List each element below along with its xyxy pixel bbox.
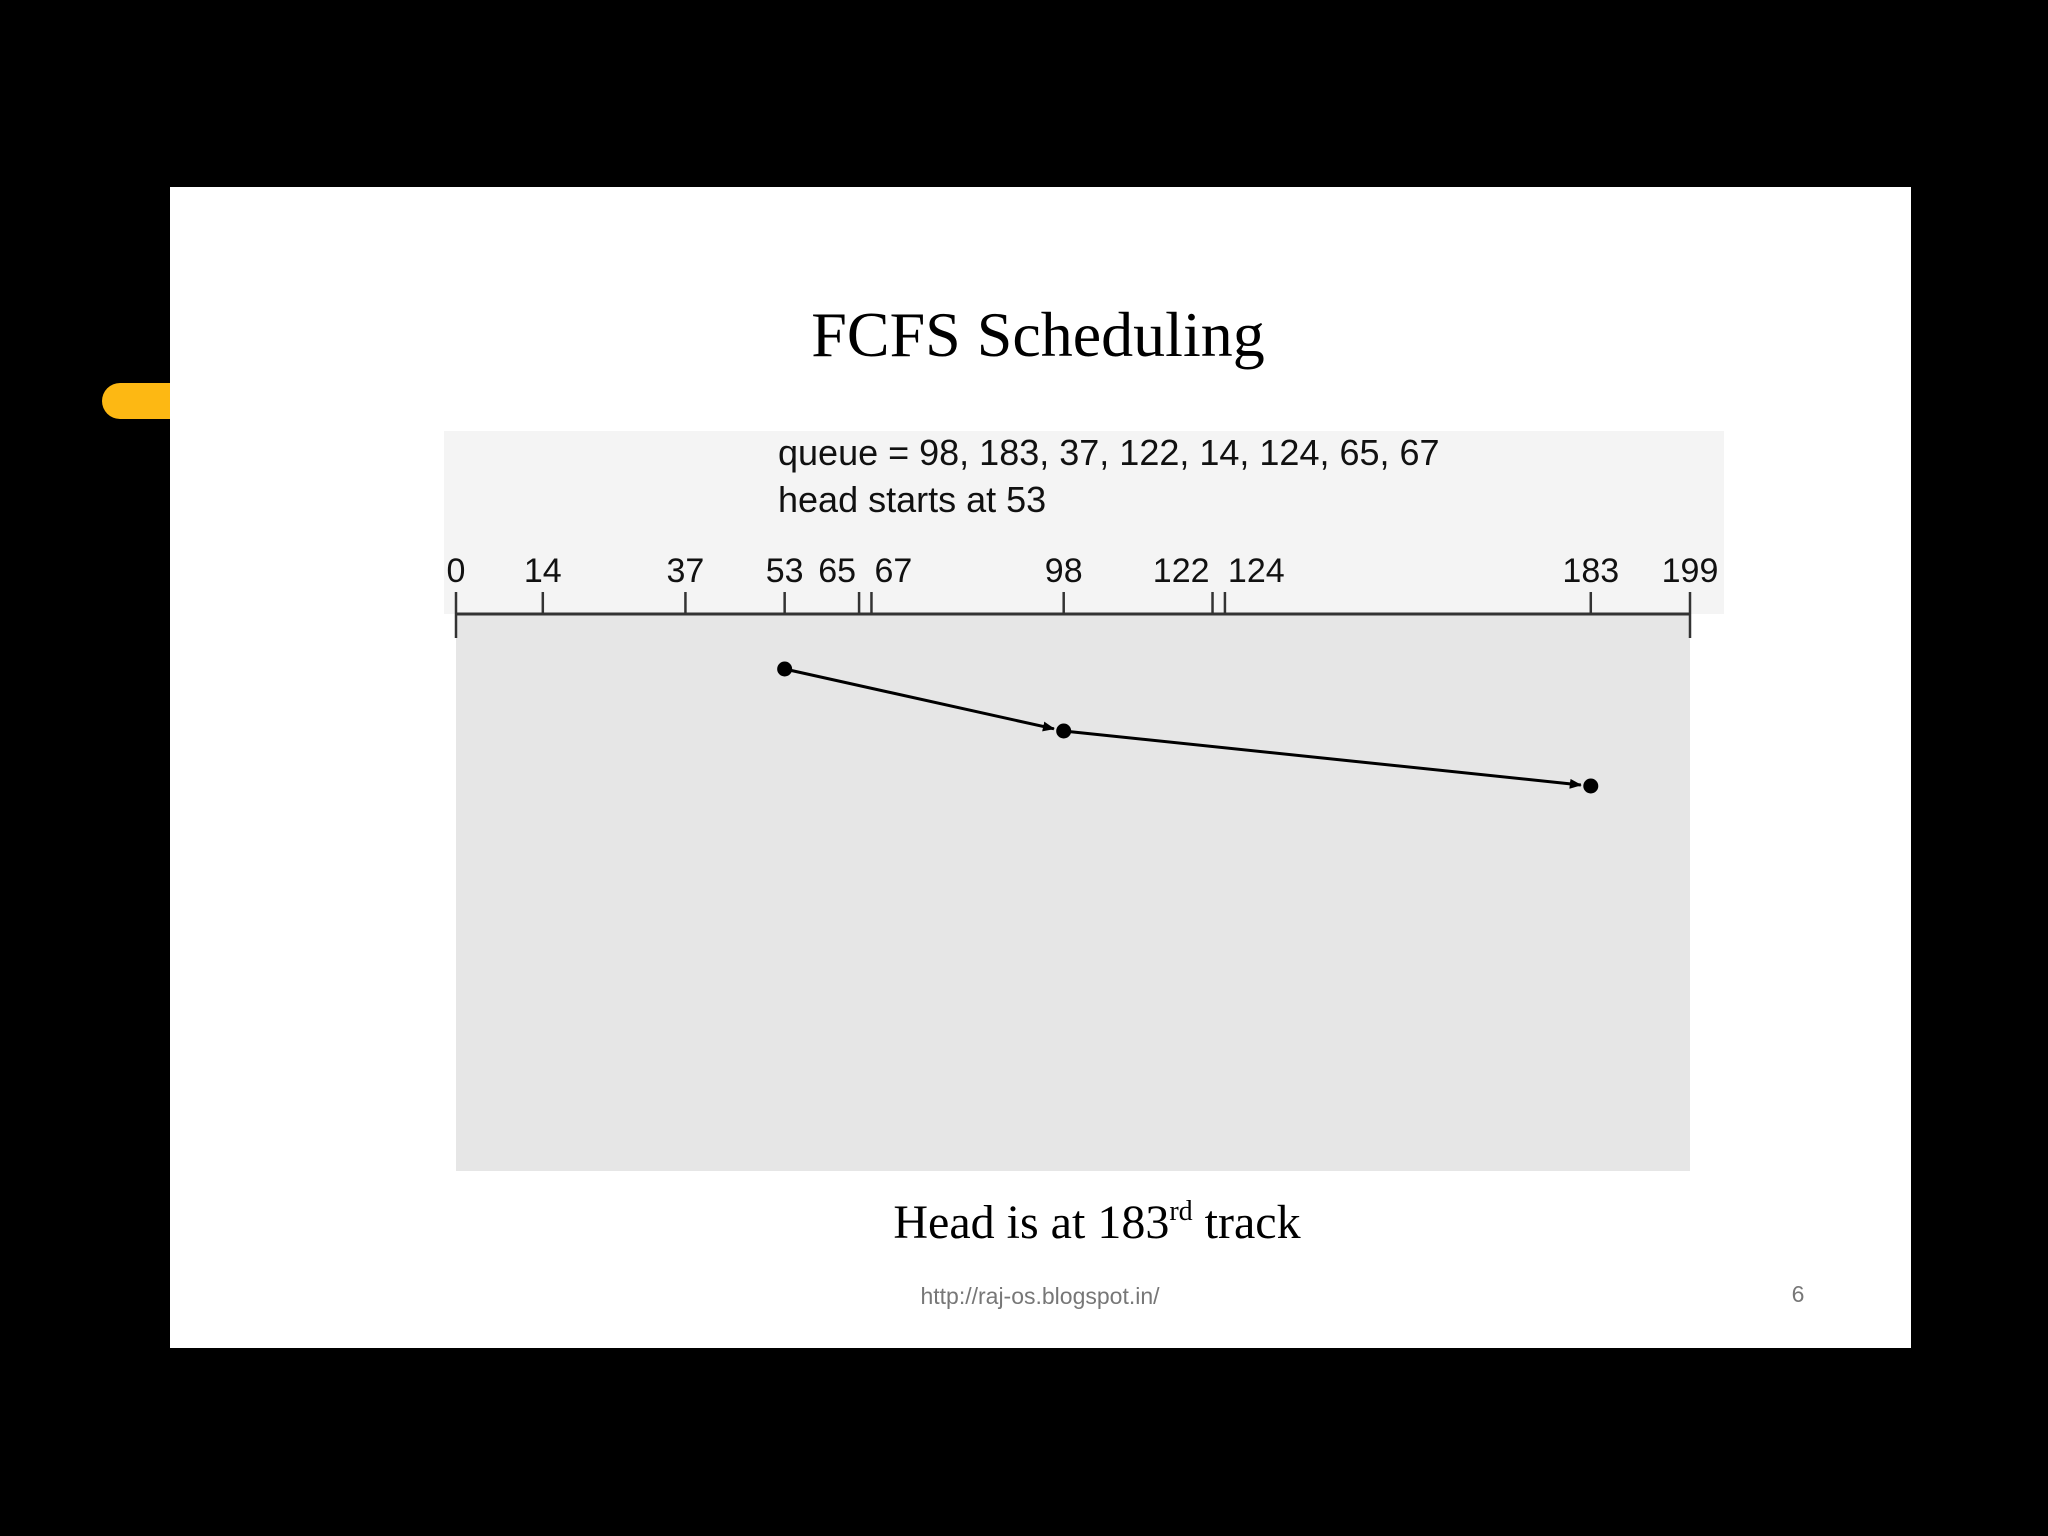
tick-label: 183: [1562, 552, 1619, 590]
tick-label: 199: [1662, 552, 1719, 590]
caption-text: Head is at 183: [893, 1196, 1169, 1249]
tick-label: 65: [818, 552, 856, 590]
tick-label: 67: [874, 552, 912, 590]
caption: Head is at 183rd track: [893, 1196, 1300, 1249]
head-text: head starts at 53: [778, 479, 1046, 520]
tick-label: 53: [766, 552, 804, 590]
tick-label: 124: [1228, 552, 1285, 590]
accent-tab: [102, 383, 192, 419]
slide-title: FCFS Scheduling: [811, 299, 1264, 370]
tick-label: 122: [1153, 552, 1210, 590]
seek-segment: [1063, 729, 1582, 789]
caption-superscript: rd: [1169, 1196, 1192, 1227]
diagram-area: [456, 614, 1690, 1171]
caption-tail: track: [1205, 1196, 1301, 1249]
tick-label: 37: [667, 552, 705, 590]
footer-url: http://raj-os.blogspot.in/: [920, 1283, 1160, 1309]
tick-label: 14: [524, 552, 562, 590]
head-position: [1583, 778, 1599, 794]
page-number: 6: [1792, 1281, 1805, 1307]
queue-text: queue = 98, 183, 37, 122, 14, 124, 65, 6…: [778, 432, 1440, 473]
diagram-header: [444, 431, 1724, 614]
tick-label: 0: [447, 552, 466, 590]
seek-segment: [784, 667, 1055, 732]
tick-label: 98: [1045, 552, 1083, 590]
